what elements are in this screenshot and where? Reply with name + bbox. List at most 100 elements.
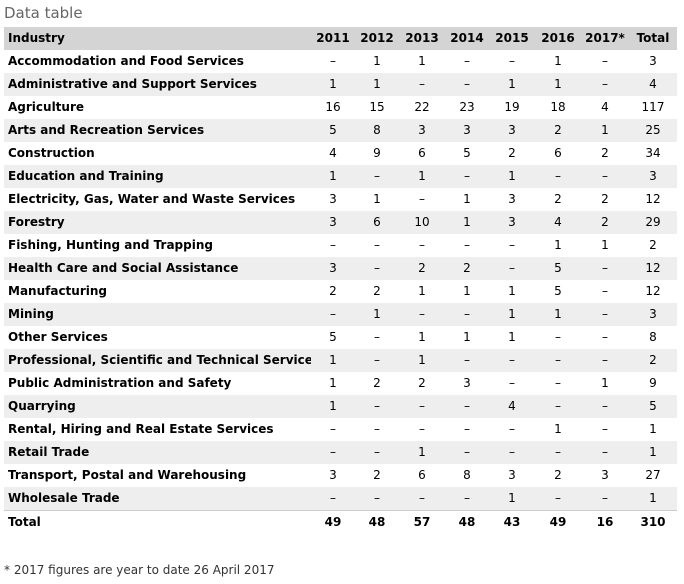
column-header-2014: 2014 (445, 27, 489, 50)
total-2013: 57 (399, 510, 445, 534)
cell-total: 29 (629, 211, 677, 234)
cell-2013: – (399, 234, 445, 257)
row-industry-label: Other Services (4, 326, 311, 349)
table-row: Fishing, Hunting and Trapping – – – – –1 1 2 (4, 234, 677, 257)
table-row: Transport, Postal and Warehousing 3 2 6 8 3 2 3… (4, 464, 677, 487)
column-header-industry: Industry (4, 27, 311, 50)
row-industry-label: Rental, Hiring and Real Estate Services (4, 418, 311, 441)
cell-2017: – (581, 349, 629, 372)
cell-2013: – (399, 188, 445, 211)
cell-2011: 3 (311, 257, 355, 280)
table-row: Electricity, Gas, Water and Waste Servic… (4, 188, 677, 211)
cell-2011: – (311, 234, 355, 257)
total-grand: 310 (629, 510, 677, 534)
cell-2017: – (581, 257, 629, 280)
table-row: Health Care and Social Assistance 3–2 2–5–… (4, 257, 677, 280)
cell-2014: 3 (445, 372, 489, 395)
row-industry-label: Fishing, Hunting and Trapping (4, 234, 311, 257)
cell-2015: 3 (489, 464, 535, 487)
cell-2016: – (535, 349, 581, 372)
cell-2011: 1 (311, 73, 355, 96)
cell-2014: – (445, 418, 489, 441)
cell-2017: 2 (581, 211, 629, 234)
cell-2016: 1 (535, 303, 581, 326)
cell-2014: – (445, 50, 489, 73)
cell-2013: 6 (399, 142, 445, 165)
cell-2015: – (489, 50, 535, 73)
cell-2017: 2 (581, 142, 629, 165)
cell-2013: – (399, 73, 445, 96)
table-footer: Total 49 48 57 48 43 49 16 310 (4, 510, 677, 534)
cell-2011: 2 (311, 280, 355, 303)
cell-2015: – (489, 441, 535, 464)
cell-2014: – (445, 234, 489, 257)
cell-2017: 1 (581, 372, 629, 395)
cell-2014: 23 (445, 96, 489, 119)
table-row: Rental, Hiring and Real Estate Services –… (4, 418, 677, 441)
cell-2013: 1 (399, 50, 445, 73)
table-row: Mining –1– –1 1–3 (4, 303, 677, 326)
column-header-2012: 2012 (355, 27, 399, 50)
data-table: Industry 2011 2012 2013 2014 2015 2016 2… (4, 27, 677, 534)
cell-2017: – (581, 441, 629, 464)
cell-2017: – (581, 326, 629, 349)
table-row: Other Services 5–1 1 1– –8 (4, 326, 677, 349)
cell-2012: 9 (355, 142, 399, 165)
cell-2013: 1 (399, 280, 445, 303)
column-header-2013: 2013 (399, 27, 445, 50)
row-industry-label: Electricity, Gas, Water and Waste Servic… (4, 188, 311, 211)
cell-2015: 2 (489, 142, 535, 165)
table-row: Manufacturing 2 2 1 1 1 5–12 (4, 280, 677, 303)
cell-2017: 1 (581, 234, 629, 257)
cell-2011: 3 (311, 211, 355, 234)
cell-2013: – (399, 418, 445, 441)
cell-2016: 2 (535, 119, 581, 142)
cell-2017: 1 (581, 119, 629, 142)
cell-2016: 6 (535, 142, 581, 165)
column-header-2011: 2011 (311, 27, 355, 50)
cell-2012: – (355, 418, 399, 441)
table-row: Retail Trade – –1– – – –1 (4, 441, 677, 464)
cell-2013: 6 (399, 464, 445, 487)
cell-2015: 1 (489, 303, 535, 326)
cell-total: 2 (629, 349, 677, 372)
cell-2012: – (355, 234, 399, 257)
cell-2015: 19 (489, 96, 535, 119)
cell-2013: – (399, 395, 445, 418)
cell-total: 8 (629, 326, 677, 349)
cell-2014: 1 (445, 326, 489, 349)
cell-2011: 5 (311, 119, 355, 142)
cell-2015: – (489, 418, 535, 441)
row-industry-label: Public Administration and Safety (4, 372, 311, 395)
cell-2012: – (355, 487, 399, 511)
cell-2014: 8 (445, 464, 489, 487)
row-industry-label: Quarrying (4, 395, 311, 418)
cell-2016: 5 (535, 280, 581, 303)
cell-total: 117 (629, 96, 677, 119)
table-row: Public Administration and Safety 1 2 2 3– –1 9 (4, 372, 677, 395)
table-row: Accommodation and Food Services –1 1– –1–3 (4, 50, 677, 73)
cell-2015: – (489, 349, 535, 372)
cell-2016: 1 (535, 73, 581, 96)
cell-total: 2 (629, 234, 677, 257)
cell-2015: 1 (489, 487, 535, 511)
cell-2013: 1 (399, 349, 445, 372)
cell-2014: – (445, 395, 489, 418)
cell-2017: 2 (581, 188, 629, 211)
total-2014: 48 (445, 510, 489, 534)
cell-2011: – (311, 441, 355, 464)
cell-2015: 3 (489, 188, 535, 211)
total-2016: 49 (535, 510, 581, 534)
cell-2011: 1 (311, 372, 355, 395)
cell-2013: 2 (399, 257, 445, 280)
footnote: * 2017 figures are year to date 26 April… (4, 563, 275, 577)
cell-2017: – (581, 50, 629, 73)
cell-total: 9 (629, 372, 677, 395)
cell-2015: 1 (489, 280, 535, 303)
cell-2015: 1 (489, 73, 535, 96)
cell-2013: – (399, 303, 445, 326)
total-row: Total 49 48 57 48 43 49 16 310 (4, 510, 677, 534)
cell-2011: 1 (311, 349, 355, 372)
table-row: Quarrying 1– – –4– –5 (4, 395, 677, 418)
cell-total: 25 (629, 119, 677, 142)
